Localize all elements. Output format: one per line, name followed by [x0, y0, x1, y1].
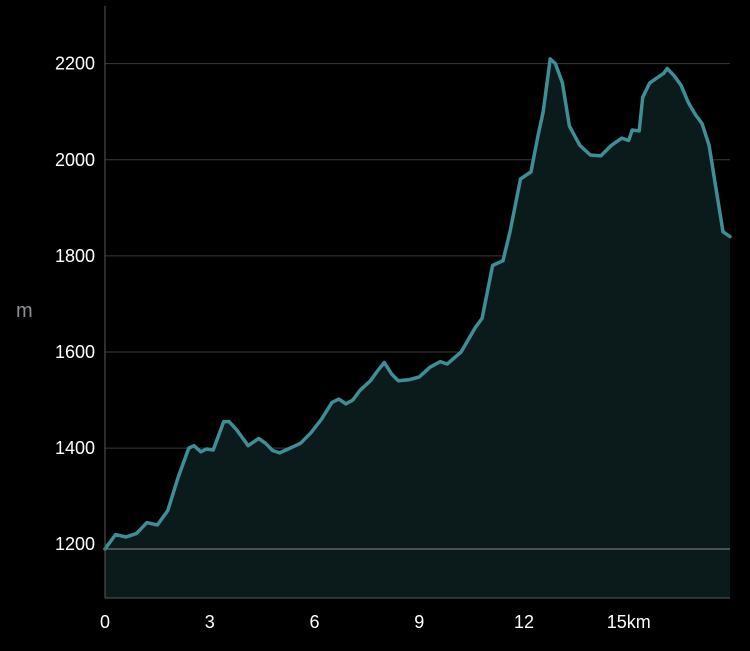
y-tick-label-2000: 2000 [55, 150, 95, 170]
y-tick-label-1800: 1800 [55, 246, 95, 266]
x-tick-label-9: 9 [414, 612, 424, 632]
x-tick-label-6: 6 [309, 612, 319, 632]
x-tick-label-0: 0 [100, 612, 110, 632]
x-tick-labels: 0 3 6 9 12 15km [100, 612, 651, 632]
x-tick-label-15km: 15km [607, 612, 651, 632]
elevation-area [105, 58, 730, 598]
elevation-line [103, 57, 732, 551]
y-tick-label-1200: 1200 [55, 534, 95, 554]
y-axis-unit-label: m [16, 300, 33, 322]
x-tick-label-3: 3 [205, 612, 215, 632]
y-tick-label-1400: 1400 [55, 438, 95, 458]
y-tick-label-1600: 1600 [55, 342, 95, 362]
y-tick-label-2200: 2200 [55, 54, 95, 74]
x-tick-label-12: 12 [514, 612, 534, 632]
y-tick-labels: 1200 1400 1600 1800 2000 2200 [55, 54, 95, 555]
